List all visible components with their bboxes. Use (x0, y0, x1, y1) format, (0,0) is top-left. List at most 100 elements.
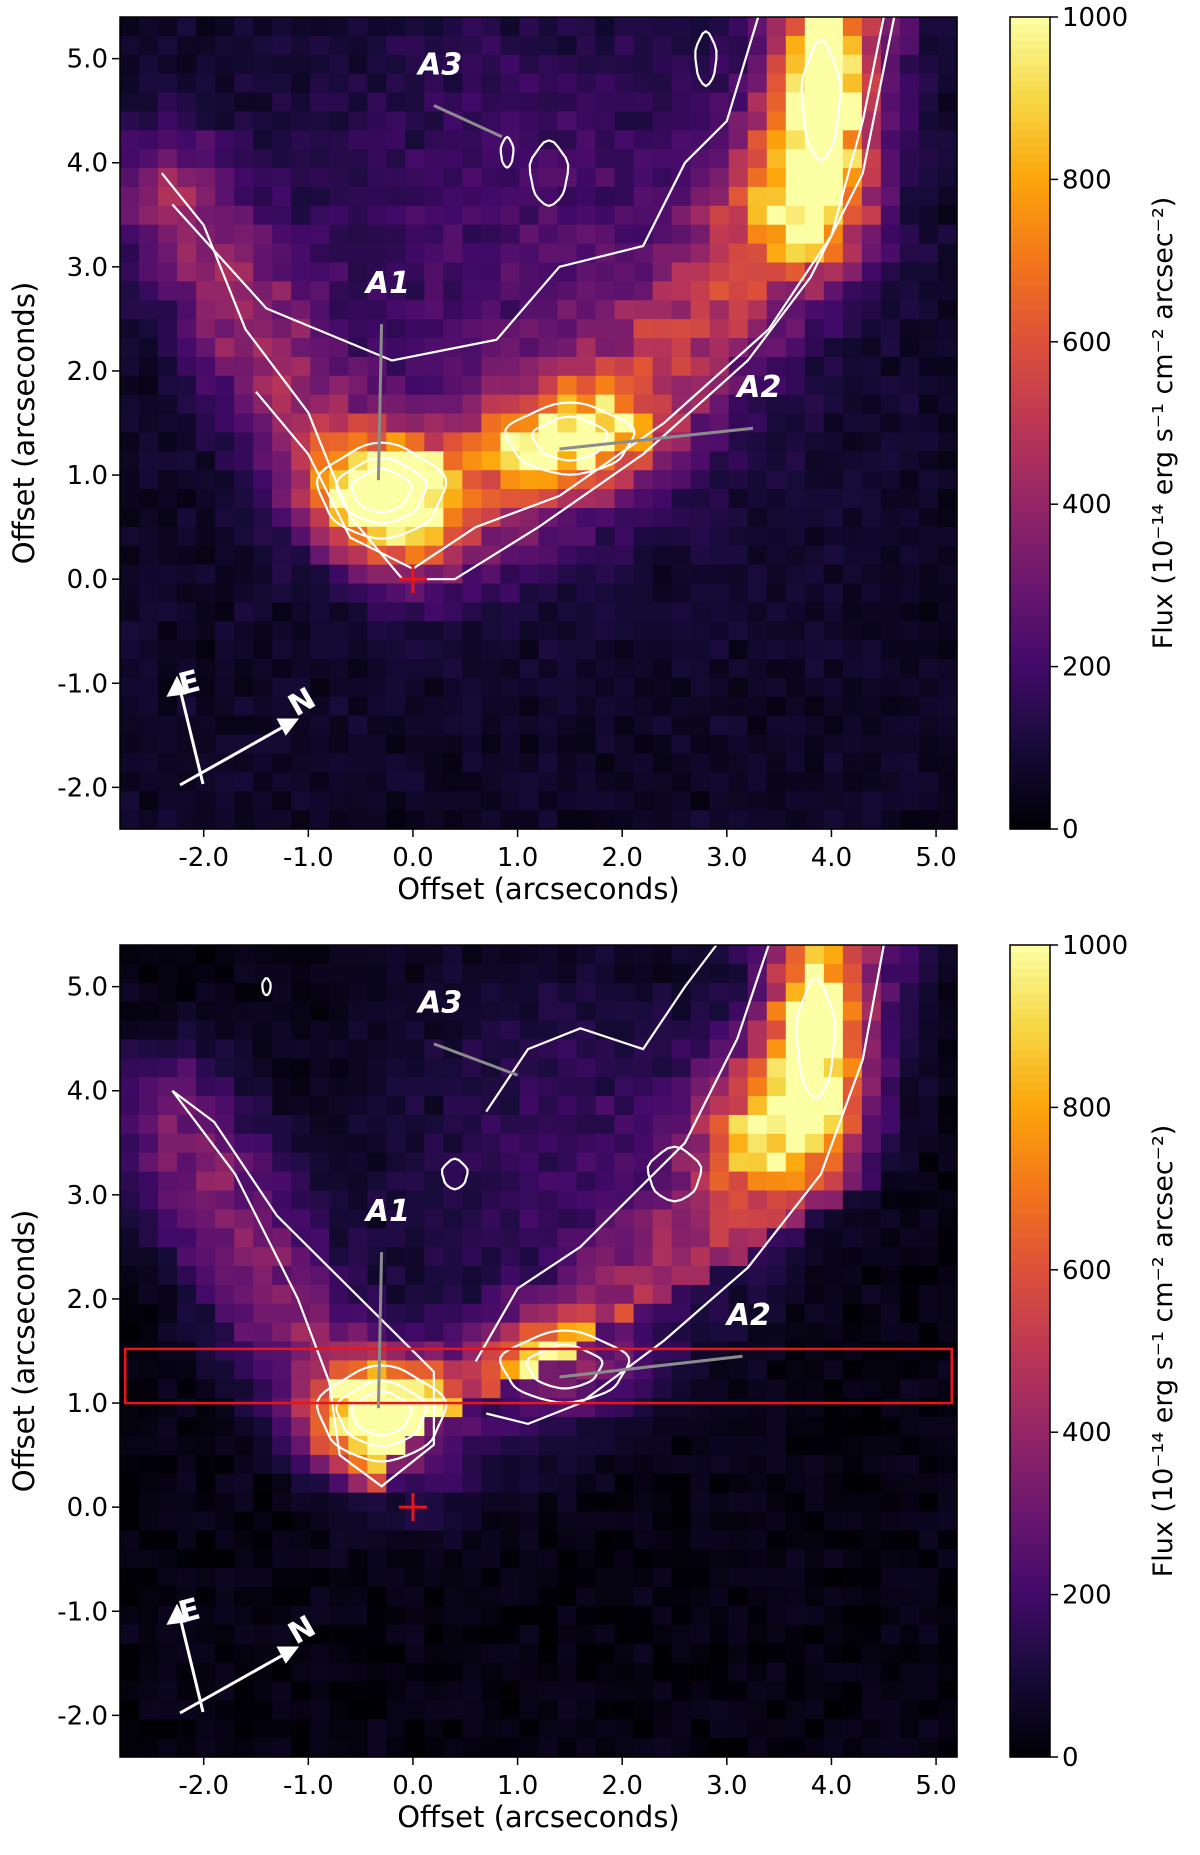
heatmap-cell (766, 583, 787, 603)
heatmap-cell (709, 1020, 730, 1041)
x-axis-label: Offset (arcseconds) (397, 1800, 680, 1834)
heatmap-cell (215, 1511, 235, 1531)
heatmap-cell (158, 526, 178, 547)
heatmap-cell (310, 1209, 330, 1229)
heatmap-cell (253, 640, 273, 660)
colorbar-segment (1010, 33, 1050, 42)
heatmap-cell (861, 1454, 882, 1475)
heatmap-cell (842, 1209, 863, 1229)
heatmap-cell (329, 319, 349, 339)
heatmap-cell (348, 640, 368, 660)
heatmap-cell (918, 205, 939, 226)
heatmap-cell (595, 1530, 616, 1550)
heatmap-cell (937, 772, 958, 792)
heatmap-cell (842, 1247, 863, 1267)
heatmap-cell (576, 1473, 597, 1494)
heatmap-cell (728, 1020, 749, 1041)
heatmap-cell (405, 205, 425, 226)
heatmap-cell (443, 73, 464, 94)
heatmap-cell (937, 413, 958, 434)
heatmap-cell (918, 1228, 939, 1248)
heatmap-cell (310, 1247, 330, 1267)
heatmap-cell (576, 432, 597, 452)
heatmap-cell (918, 338, 939, 358)
heatmap-cell (804, 1247, 825, 1267)
heatmap-cell (709, 224, 730, 245)
heatmap-cell (690, 205, 711, 226)
heatmap-cell (272, 262, 292, 282)
heatmap-cell (842, 1643, 863, 1664)
heatmap-cell (348, 1549, 368, 1569)
colorbar-segment (1010, 1099, 1050, 1108)
heatmap-cell (519, 677, 540, 698)
heatmap-cell (538, 1700, 559, 1720)
heatmap-cell (937, 1039, 958, 1059)
heatmap-cell (538, 262, 559, 282)
heatmap-cell (348, 1681, 368, 1701)
heatmap-cell (918, 963, 939, 984)
heatmap-cell (538, 338, 559, 358)
heatmap-cell (538, 375, 559, 396)
heatmap-cell (652, 1511, 673, 1531)
heatmap-cell (728, 602, 749, 622)
heatmap-cell (500, 1152, 521, 1173)
heatmap-cell (538, 17, 559, 37)
y-axis-label: Offset (arcseconds) (7, 1210, 41, 1493)
heatmap-cell (139, 602, 159, 622)
heatmap-cell (652, 810, 673, 830)
heatmap-cell (424, 1228, 444, 1248)
heatmap-cell (481, 375, 502, 396)
heatmap-cell (880, 507, 901, 528)
heatmap-cell (462, 1077, 483, 1097)
heatmap-cell (690, 149, 711, 169)
x-tick-label: 0.0 (392, 1771, 433, 1801)
heatmap-cell (481, 791, 502, 811)
heatmap-cell (709, 602, 730, 622)
heatmap-cell (899, 1190, 920, 1210)
heatmap-cell (291, 1171, 311, 1192)
colorbar-segment (1010, 90, 1050, 99)
heatmap-cell (120, 338, 140, 358)
heatmap-cell (424, 753, 444, 773)
heatmap-cell (576, 149, 597, 169)
heatmap-cell (899, 1568, 920, 1588)
heatmap-cell (899, 262, 920, 282)
heatmap-cell (709, 1662, 730, 1683)
heatmap-cell (652, 583, 673, 603)
heatmap-cell (386, 772, 406, 792)
heatmap-cell (234, 1492, 254, 1513)
heatmap-cell (443, 1662, 464, 1683)
heatmap-cell (405, 1624, 425, 1645)
heatmap-cell (329, 1662, 349, 1683)
heatmap-cell (519, 1171, 540, 1192)
heatmap-cell (861, 1549, 882, 1569)
heatmap-cell (443, 394, 464, 415)
heatmap-cell (291, 356, 311, 377)
heatmap-cell (633, 1077, 654, 1097)
heatmap-cell (709, 111, 730, 131)
heatmap-cell (652, 319, 673, 339)
heatmap-cell (576, 1096, 597, 1116)
heatmap-cell (310, 205, 330, 226)
heatmap-cell (386, 413, 406, 434)
heatmap-cell (120, 734, 140, 755)
heatmap-cell (595, 564, 616, 585)
heatmap-cell (120, 205, 140, 226)
heatmap-cell (519, 945, 540, 965)
heatmap-cell (139, 1266, 159, 1286)
heatmap-cell (576, 1681, 597, 1701)
x-tick-label: 4.0 (811, 843, 852, 873)
heatmap-cell (443, 300, 464, 320)
heatmap-cell (785, 1284, 806, 1305)
colorbar-segment (1010, 106, 1050, 116)
heatmap-cell (519, 35, 540, 56)
heatmap-cell (576, 1700, 597, 1720)
heatmap-cell (405, 1001, 425, 1022)
heatmap-cell (120, 659, 140, 679)
heatmap-cell (424, 130, 444, 150)
heatmap-cell (728, 1096, 749, 1116)
heatmap-cell (158, 1454, 178, 1475)
heatmap-cell (671, 1171, 692, 1192)
colorbar-segment (1010, 187, 1050, 197)
heatmap-cell (462, 772, 483, 792)
